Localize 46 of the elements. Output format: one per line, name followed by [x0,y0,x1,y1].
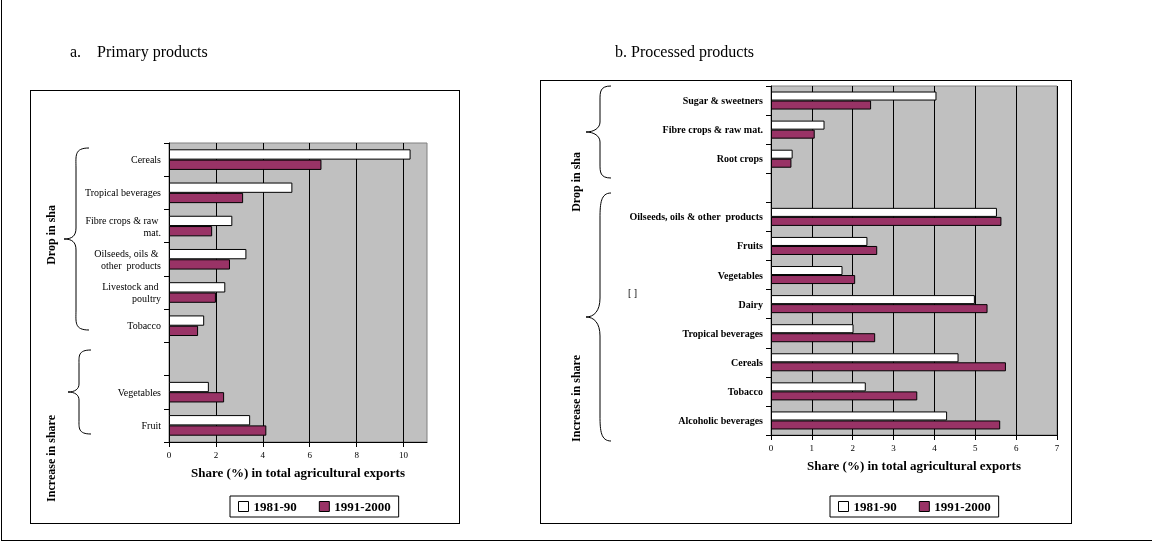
x-tick-label: 0 [166,449,172,460]
y-tick-label: Tobacco [127,320,161,332]
x-tick-label: 1 [809,442,815,453]
y-tick-label: Fruit [141,419,162,431]
x-tick-label: 8 [354,449,360,460]
text: [ ] [628,286,638,298]
y-tick-label: Vegetables [117,386,162,398]
x-tick-label: 3 [891,442,897,453]
legend-label: 1981-90 [253,499,297,514]
legend-label: 1991-2000 [334,499,391,514]
y-tick-label: Tobacco [727,385,763,397]
x-tick-label: 6 [307,449,313,460]
x-tick-label: 2 [213,449,219,460]
y-tick-label: Tropical beverages [85,187,162,199]
x-tick-label: 5 [973,442,979,453]
x-axis-title: Share (%) in total agricultural exports [807,458,1021,473]
text: Drop in sha [569,151,583,212]
y-tick-label: Fibre crops & raw mat. [662,124,764,136]
x-axis-title: Share (%) in total agricultural exports [191,465,405,480]
y-tick-label: Cereals [730,356,764,368]
x-tick-label: 4 [932,442,938,453]
y-tick-label: Tropical beverages [682,327,764,339]
y-tick-label: Fruits [736,240,764,252]
x-tick-label: 7 [1054,442,1060,453]
y-tick-label: Cereals [131,154,162,166]
legend-label: 1981-90 [853,499,897,514]
x-tick-label: 0 [768,442,774,453]
y-tick-label: Livestock and poultry [102,281,161,304]
text: Drop in sha [44,204,58,265]
y-tick-label: Dairy [738,298,763,310]
y-tick-label: Alcoholic beverages [678,414,764,426]
x-tick-label: 10 [399,449,409,460]
chart-title: a. Primary products [70,42,208,61]
x-tick-label: 6 [1013,442,1019,453]
y-tick-label: Vegetables [717,269,764,281]
chart-title: b. Processed products [615,42,755,61]
x-tick-label: 4 [260,449,266,460]
legend-label: 1991-2000 [934,499,991,514]
y-tick-label: Oilseeds, oils & other products [94,247,162,271]
y-tick-label: Fibre crops & raw mat. [85,214,161,238]
text: Increase in share [44,414,58,502]
x-tick-label: 2 [850,442,855,453]
y-tick-label: Root crops [716,153,764,165]
text: Increase in share [569,354,583,442]
y-tick-label: Oilseeds, oils & other products [629,211,764,223]
y-tick-label: Sugar & sweetners [682,95,764,107]
